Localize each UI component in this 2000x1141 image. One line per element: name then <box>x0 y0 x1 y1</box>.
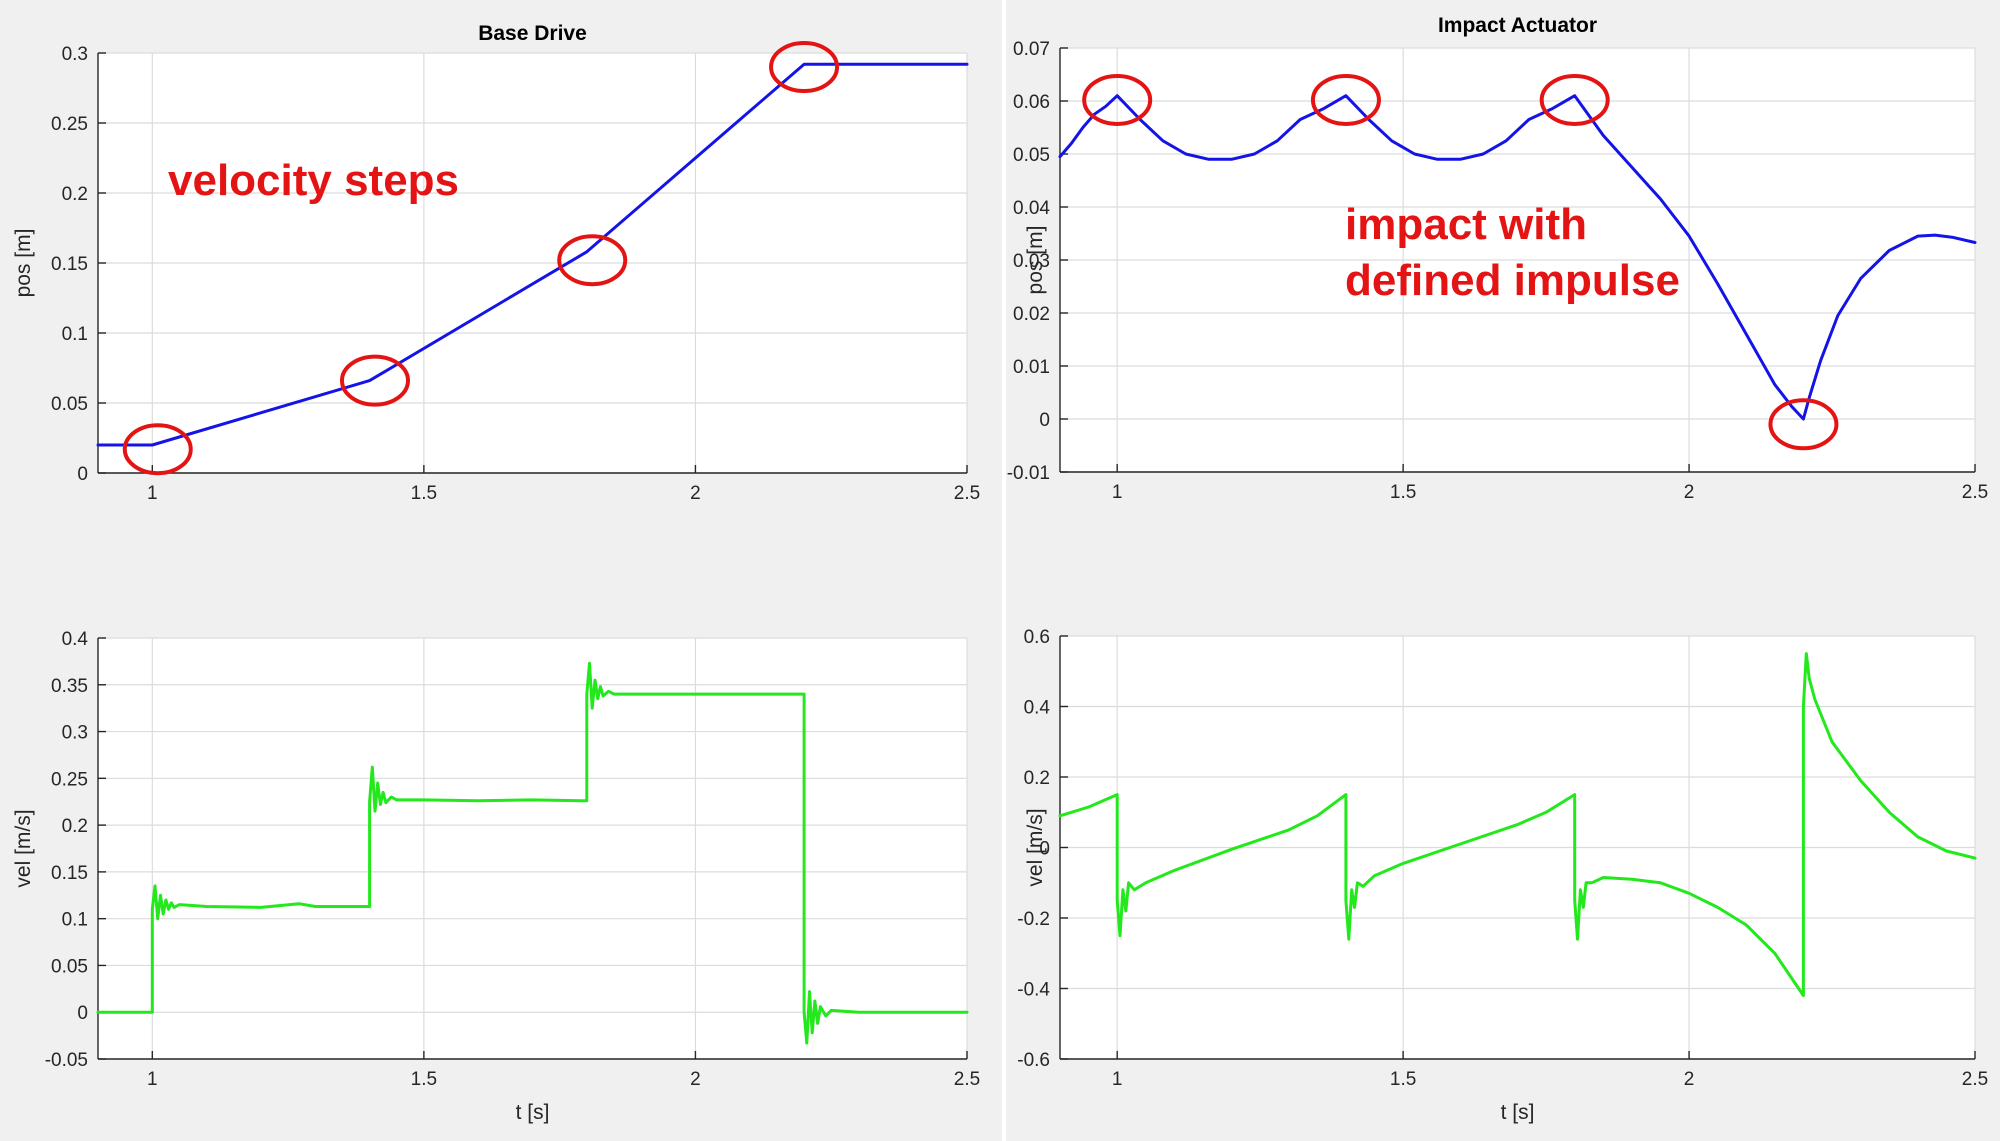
x-tick-label: 1 <box>1112 482 1123 503</box>
series-line-0 <box>96 661 969 1045</box>
y-tick-label: 0.3 <box>62 723 88 744</box>
y-tick-label: 0.3 <box>62 44 88 65</box>
x-tick-label: 2.5 <box>954 483 980 504</box>
y-axis-label: pos [m] <box>1024 226 1047 295</box>
y-tick-label: 0.25 <box>51 769 88 790</box>
y-tick-label: 0.05 <box>51 394 88 415</box>
series-line-0 <box>1058 652 1977 997</box>
y-tick-label: -0.2 <box>1017 909 1050 930</box>
y-tick-label: 0.04 <box>1013 198 1050 219</box>
y-tick-label: 0 <box>1039 839 1050 860</box>
annotation-text: defined impulse <box>1345 256 1680 305</box>
plot-area <box>98 638 967 1059</box>
x-tick-label: 2.5 <box>1962 482 1988 503</box>
x-tick-label: 1 <box>1112 1069 1123 1090</box>
chart-base-pos: 1 1.5 2 2.5 0 0.05 0.1 0.15 0.2 0.25 0.3 Base Drive… <box>12 22 980 504</box>
y-tick-label: 0.01 <box>1013 357 1050 378</box>
y-tick-label: 0.05 <box>51 956 88 977</box>
x-tick-label: 2 <box>1684 1069 1695 1090</box>
x-tick-label: 1.5 <box>411 483 437 504</box>
y-axis-label: pos [m] <box>12 229 35 298</box>
x-tick-label: 1.5 <box>1390 1069 1416 1090</box>
x-tick-label: 2.5 <box>954 1069 980 1090</box>
x-tick-label: 1 <box>147 1069 158 1090</box>
y-tick-label: -0.01 <box>1007 463 1050 484</box>
annotation-text: impact with <box>1345 200 1587 249</box>
chart-base-vel: 1 1.5 2 2.5 -0.05 0 0.05 0.1 0.15 0.2 0.25 0.3 0.35 0… <box>12 629 980 1124</box>
x-tick-label: 2 <box>1684 482 1695 503</box>
y-tick-label: 0.06 <box>1013 92 1050 113</box>
series-line-0 <box>1058 94 1977 421</box>
x-tick-label: 1 <box>147 483 158 504</box>
chart-impact-pos: 1 1.5 2 2.5 -0.01 0 0.01 0.02 0.03 0.04 0.05 0.06 0.… <box>1007 14 1989 503</box>
chart-title: Impact Actuator <box>1438 14 1597 37</box>
x-tick-label: 1.5 <box>411 1069 437 1090</box>
y-tick-label: 0.1 <box>62 324 88 345</box>
y-tick-label: 0.2 <box>62 184 88 205</box>
highlight-circle <box>769 41 840 93</box>
x-tick-label: 2.5 <box>1962 1069 1988 1090</box>
x-tick-label: 1.5 <box>1390 482 1416 503</box>
highlight-circle <box>339 354 410 407</box>
highlight-circle <box>557 234 628 287</box>
annotation-text: velocity steps <box>168 156 459 205</box>
x-tick-label: 2 <box>690 483 701 504</box>
y-axis-label: vel [m/s] <box>12 809 35 887</box>
y-tick-label: 0.6 <box>1024 627 1050 648</box>
series-line-0 <box>96 62 969 447</box>
y-tick-label: 0 <box>1039 410 1050 431</box>
y-tick-label: 0.35 <box>51 676 88 697</box>
chart-impact-vel: 1 1.5 2 2.5 -0.6 -0.4 -0.2 0 0.2 0.4 0.6 vel [m/s] t… <box>1017 627 1988 1124</box>
y-tick-label: 0 <box>77 464 88 485</box>
highlight-circle <box>1539 73 1610 126</box>
y-tick-label: 0.15 <box>51 254 88 275</box>
x-tick-label: 2 <box>690 1069 701 1090</box>
x-axis-label: t [s] <box>1501 1101 1535 1124</box>
y-tick-label: 0.4 <box>62 629 89 650</box>
y-tick-label: 0.03 <box>1013 251 1050 272</box>
y-axis-label: vel [m/s] <box>1024 808 1047 886</box>
chart-title: Base Drive <box>478 22 587 45</box>
y-tick-label: 0.2 <box>62 816 88 837</box>
y-tick-label: -0.05 <box>45 1050 88 1071</box>
y-tick-label: -0.4 <box>1017 980 1050 1001</box>
y-tick-label: 0.07 <box>1013 39 1050 60</box>
y-tick-label: 0.1 <box>62 910 88 931</box>
y-tick-label: 0.2 <box>1024 768 1050 789</box>
highlight-circle <box>1082 73 1153 126</box>
x-axis-label: t [s] <box>516 1101 550 1124</box>
highlight-circle <box>122 423 193 476</box>
highlight-circle <box>1310 73 1381 126</box>
panel-divider <box>1002 0 1006 1141</box>
y-tick-label: 0.25 <box>51 114 88 135</box>
y-tick-label: 0.05 <box>1013 145 1050 166</box>
chart-layer: 1 1.5 2 2.5 0 0.05 0.1 0.15 0.2 0.25 0.3 Base Drive… <box>12 14 1988 1124</box>
y-tick-label: 0.15 <box>51 863 88 884</box>
y-tick-label: -0.6 <box>1017 1050 1050 1071</box>
y-tick-label: 0.4 <box>1024 698 1051 719</box>
highlight-circle <box>1768 398 1839 451</box>
y-tick-label: 0.02 <box>1013 304 1050 325</box>
y-tick-label: 0 <box>77 1003 88 1024</box>
